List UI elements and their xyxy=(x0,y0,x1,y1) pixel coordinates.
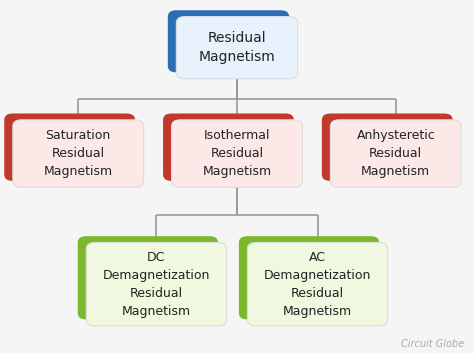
FancyBboxPatch shape xyxy=(163,114,294,181)
FancyBboxPatch shape xyxy=(78,236,218,319)
Text: Circuit Globe: Circuit Globe xyxy=(401,340,465,349)
Text: AC
Demagnetization
Residual
Magnetism: AC Demagnetization Residual Magnetism xyxy=(264,251,371,318)
FancyBboxPatch shape xyxy=(4,114,135,181)
FancyBboxPatch shape xyxy=(168,10,289,72)
FancyBboxPatch shape xyxy=(239,236,379,319)
FancyBboxPatch shape xyxy=(176,17,298,79)
Text: DC
Demagnetization
Residual
Magnetism: DC Demagnetization Residual Magnetism xyxy=(103,251,210,318)
FancyBboxPatch shape xyxy=(13,120,144,187)
Text: Saturation
Residual
Magnetism: Saturation Residual Magnetism xyxy=(44,129,113,178)
Text: Isothermal
Residual
Magnetism: Isothermal Residual Magnetism xyxy=(202,129,272,178)
Text: Anhysteretic
Residual
Magnetism: Anhysteretic Residual Magnetism xyxy=(356,129,435,178)
Text: Residual
Magnetism: Residual Magnetism xyxy=(199,31,275,64)
FancyBboxPatch shape xyxy=(247,243,388,326)
FancyBboxPatch shape xyxy=(322,114,453,181)
FancyBboxPatch shape xyxy=(172,120,302,187)
FancyBboxPatch shape xyxy=(86,243,227,326)
FancyBboxPatch shape xyxy=(330,120,461,187)
